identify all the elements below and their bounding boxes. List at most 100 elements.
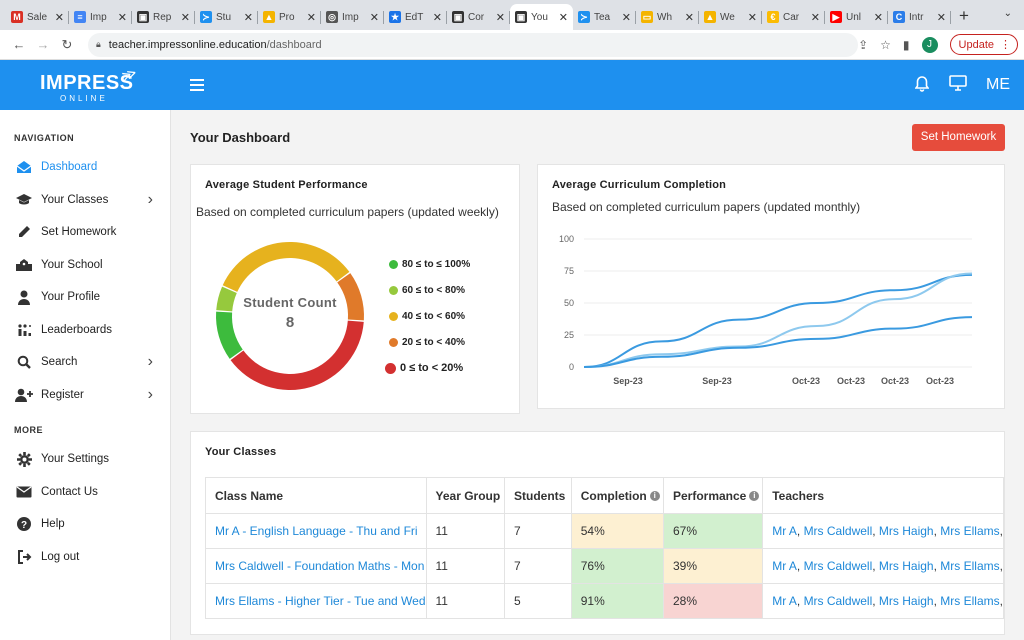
close-tab-icon[interactable]: ✕ [495,11,505,24]
sidebar-item-label: Log out [41,550,80,563]
teacher-link[interactable]: Mrs Caldwell [803,594,873,608]
column-header[interactable]: Students [504,477,572,514]
performance-card-subtitle: Based on completed curriculum papers (up… [196,205,499,219]
browser-tab[interactable]: ▣ Cor ✕ [447,4,510,30]
share-icon[interactable]: ⇪ [858,37,869,52]
donut-slice[interactable] [222,242,350,292]
reload-icon[interactable]: ↻ [61,36,73,52]
bell-icon[interactable] [915,76,929,92]
teacher-link[interactable]: Mrs Haigh [878,594,934,608]
sidebar-item-register[interactable]: Register › [0,381,171,409]
bookmark-star-icon[interactable]: ☆ [880,37,891,52]
teacher-link[interactable]: Mr A [772,559,797,573]
sidebar-item-help[interactable]: ? Help [0,510,171,538]
close-tab-icon[interactable]: ✕ [432,11,442,24]
close-tab-icon[interactable]: ✕ [621,11,631,24]
close-tab-icon[interactable]: ✕ [54,11,64,24]
info-icon[interactable]: i [749,491,760,502]
browser-tab[interactable]: € Car ✕ [762,4,825,30]
legend-item[interactable]: 20 ≤ to < 40% [389,329,470,355]
sidebar-item-your-profile[interactable]: Your Profile [0,283,171,311]
profile-avatar[interactable]: J [921,36,938,53]
donut-slice[interactable] [337,273,364,321]
close-tab-icon[interactable]: ✕ [810,11,820,24]
curriculum-line-chart: 0 25 50 75 100 Sep-23 Sep-23 Oct-23 Oct-23 Oct-23… [559,234,973,386]
sidebar-item-your-settings[interactable]: Your Settings [0,445,171,473]
column-header[interactable]: Year Group [425,477,506,514]
teacher-link[interactable]: Mr A [772,524,797,538]
side-panel-icon[interactable]: ▮ [902,37,910,52]
browser-tab[interactable]: C Intr ✕ [888,4,951,30]
browser-tab[interactable]: ▶ Unl ✕ [825,4,888,30]
series-line[interactable] [583,272,973,368]
sidebar-item-your-school[interactable]: Your School [0,251,171,279]
teacher-link[interactable]: Mrs Caldwell [803,524,873,538]
column-header[interactable]: Performance i [662,477,764,514]
legend-item[interactable]: 60 ≤ to < 80% [389,277,470,303]
browser-tab[interactable]: M Sale ✕ [6,4,69,30]
series-line[interactable] [583,273,973,368]
series-line[interactable] [583,316,973,368]
set-homework-button[interactable]: Set Homework [912,124,1005,151]
browser-tab[interactable]: ◎ Imp ✕ [321,4,384,30]
sidebar-item-search[interactable]: Search › [0,348,171,376]
legend-item[interactable]: 40 ≤ to < 60% [389,303,470,329]
close-tab-icon[interactable]: ✕ [936,11,946,24]
browser-tab[interactable]: ▲ We ✕ [699,4,762,30]
legend-item[interactable]: 0 ≤ to < 20% [385,355,470,381]
sidebar-item-set-homework[interactable]: Set Homework [0,218,171,246]
sidebar-item-leaderboards[interactable]: Leaderboards [0,316,171,344]
browser-tab[interactable]: ▣ Rep ✕ [132,4,195,30]
curriculum-card: Average Curriculum Completion Based on c… [537,164,1005,409]
back-arrow-icon[interactable]: ← [12,37,26,52]
column-header[interactable]: Completion i [570,477,664,514]
teacher-link[interactable]: Mr A [772,594,797,608]
forward-arrow-icon[interactable]: → [36,37,50,52]
class-link[interactable]: Mr A - English Language - Thu and Fri [215,524,418,538]
monitor-icon[interactable] [949,75,967,91]
sidebar-item-contact-us[interactable]: Contact Us [0,478,171,506]
close-tab-icon[interactable]: ✕ [747,11,757,24]
column-header[interactable]: Class Name [205,477,427,514]
class-link[interactable]: Mrs Caldwell - Foundation Maths - Mon [215,559,425,573]
browser-tab[interactable]: ▣ You ✕ [510,4,573,30]
teacher-link[interactable]: Mrs Haigh [878,524,934,538]
close-tab-icon[interactable]: ✕ [369,11,379,24]
legend-item[interactable]: 80 ≤ to ≤ 100% [389,251,470,277]
browser-tab[interactable]: ▲ Pro ✕ [258,4,321,30]
close-tab-icon[interactable]: ✕ [873,11,883,24]
tab-search-icon[interactable]: ⌄ [1003,8,1012,19]
donut-slice[interactable] [216,286,237,312]
class-link[interactable]: Mrs Ellams - Higher Tier - Tue and Wed [215,594,426,608]
column-header[interactable]: Teachers [762,477,1004,514]
close-tab-icon[interactable]: ✕ [243,11,253,24]
sidebar-item-dashboard[interactable]: Dashboard [0,153,171,181]
impress-logo[interactable]: IMPRESS ONLINE ≫ [40,64,140,106]
browser-tab[interactable]: ▭ Wh ✕ [636,4,699,30]
close-tab-icon[interactable]: ✕ [180,11,190,24]
close-tab-icon[interactable]: ✕ [684,11,694,24]
browser-tab[interactable]: ≡ Imp ✕ [69,4,132,30]
teacher-link[interactable]: Mrs Haigh [878,559,934,573]
close-tab-icon[interactable]: ✕ [306,11,316,24]
close-tab-icon[interactable]: ✕ [558,11,568,24]
new-tab-icon[interactable]: + [959,6,969,25]
browser-tab[interactable]: ≻ Tea ✕ [573,4,636,30]
year-group-cell: 11 [425,583,506,619]
hamburger-menu-icon[interactable] [190,79,204,91]
donut-slice[interactable] [230,320,364,390]
donut-slice[interactable] [216,311,243,359]
sidebar-item-your-classes[interactable]: Your Classes › [0,186,171,214]
info-icon[interactable]: i [649,491,660,502]
teacher-link[interactable]: Mrs Ellams [940,559,1000,573]
url-field[interactable]: 🔒︎ teacher.impressonline.education/dashb… [88,32,858,57]
browser-tab[interactable]: ★ EdT ✕ [384,4,447,30]
browser-tab[interactable]: ≻ Stu ✕ [195,4,258,30]
teacher-link[interactable]: Mrs Ellams [940,524,1000,538]
update-button[interactable]: Update ⋮ [949,34,1018,55]
teacher-link[interactable]: Mrs Ellams [940,594,1000,608]
teacher-link[interactable]: Mrs Caldwell [803,559,873,573]
sidebar-item-log-out[interactable]: Log out [0,543,171,571]
me-menu[interactable]: ME [986,76,1010,93]
close-tab-icon[interactable]: ✕ [117,11,127,24]
